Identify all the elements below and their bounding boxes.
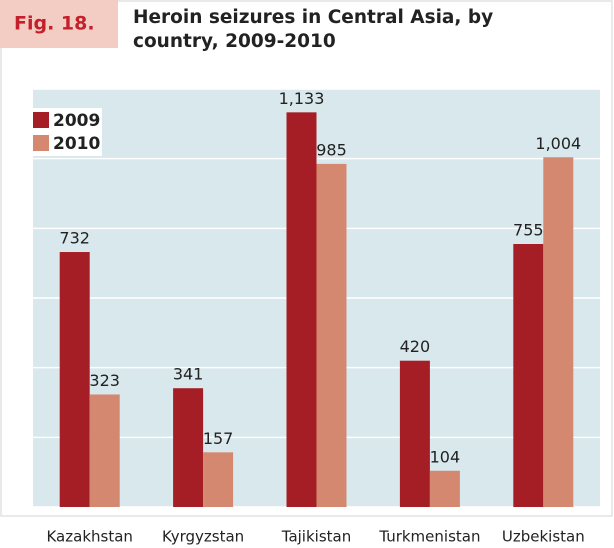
- chart-title: country, 2009-2010: [133, 31, 336, 52]
- bar: [399, 360, 430, 507]
- bar: [203, 452, 234, 507]
- x-tick-label: Kazakhstan: [46, 528, 132, 546]
- legend-swatch: [33, 112, 49, 128]
- data-label: 755: [513, 221, 544, 240]
- data-label: 420: [400, 337, 431, 356]
- data-label: 157: [203, 429, 234, 448]
- chart-title: Heroin seizures in Central Asia, by: [133, 7, 493, 28]
- frame: [0, 0, 613, 517]
- data-label: 985: [316, 140, 347, 159]
- data-label: 323: [89, 371, 120, 390]
- x-tick-label: Uzbekistan: [502, 528, 585, 546]
- figure-label: Fig. 18.: [14, 13, 95, 35]
- figure-label-box: [0, 0, 118, 48]
- legend-swatch: [33, 135, 49, 151]
- data-label: 1,133: [279, 89, 325, 108]
- data-label: 104: [430, 447, 461, 466]
- bar: [543, 157, 574, 508]
- data-label: 1,004: [535, 134, 581, 153]
- bar: [513, 244, 544, 507]
- data-label: 341: [173, 365, 204, 384]
- bar: [59, 252, 90, 507]
- x-tick-label: Turkmenistan: [378, 528, 480, 546]
- x-tick-label: Kyrgyzstan: [162, 528, 244, 546]
- legend-label: 2009: [53, 111, 100, 131]
- bar: [173, 388, 204, 507]
- x-tick-label: Tajikistan: [281, 528, 351, 546]
- bar: [316, 163, 347, 507]
- bar: [286, 112, 317, 508]
- bar: [89, 394, 120, 507]
- legend-label: 2010: [53, 134, 100, 154]
- bar: [429, 470, 460, 507]
- data-label: 732: [59, 229, 90, 248]
